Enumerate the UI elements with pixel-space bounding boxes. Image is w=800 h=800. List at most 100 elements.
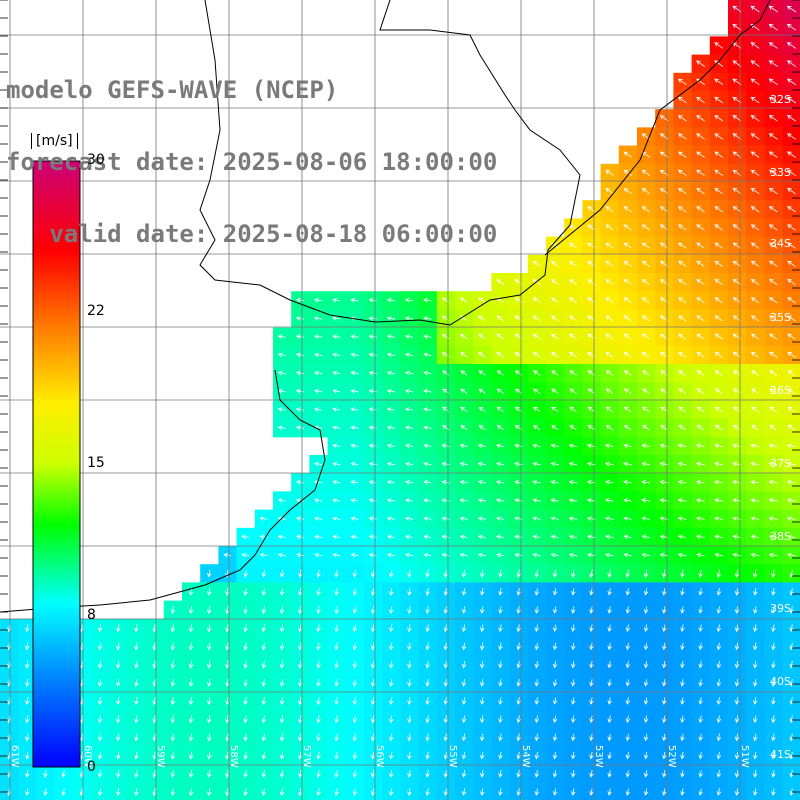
wind-arrow [571,715,576,724]
wind-arrow [552,751,558,760]
wind-speed-cell [782,345,800,365]
wind-arrow [225,733,230,742]
wind-arrow [623,224,632,231]
wind-arrow [532,333,541,340]
wind-arrow [550,516,559,521]
wind-arrow [769,370,778,376]
coastline-argentina [0,369,326,613]
wind-arrow [225,769,230,778]
wind-arrow [459,443,468,449]
wind-arrow [295,389,304,394]
wind-arrow [768,498,778,503]
wind-arrow [787,333,796,340]
wind-arrow [550,333,559,340]
wind-arrow [771,569,776,579]
wind-arrow [753,624,758,633]
wind-arrow [698,751,703,760]
wind-arrow [750,498,760,503]
wind-speed-cell [782,236,800,256]
wind-arrow [733,406,741,413]
wind-arrow [480,751,485,760]
wind-arrow [698,624,703,633]
wind-arrow [623,333,632,340]
wind-arrow [716,788,722,796]
wind-arrow [534,569,540,578]
wind-speed-cell [782,400,800,420]
wind-arrow [498,606,503,614]
wind-arrow [350,352,359,358]
wind-arrow [552,588,558,596]
wind-arrow [734,660,740,669]
wind-arrow [460,425,468,431]
wind-arrow [389,751,394,760]
wind-arrow [495,498,505,503]
wind-arrow [641,534,650,540]
wind-arrow [789,733,794,742]
wind-arrow [750,260,760,267]
wind-arrow [605,552,614,558]
wind-arrow [571,770,576,778]
wind-speed-cell [782,0,800,19]
wind-arrow [605,333,614,340]
wind-arrow [495,480,505,485]
wind-arrow [170,642,176,651]
wind-arrow [116,697,121,706]
wind-arrow [714,552,723,558]
wind-arrow [298,624,303,633]
wind-arrow [97,751,103,760]
wind-arrow [298,733,303,742]
wind-arrow [623,443,632,449]
title-valid-date: valid date: 2025-08-18 06:00:00 [6,220,498,248]
wind-arrow [97,733,103,742]
wind-arrow [751,406,759,413]
wind-arrow [623,279,632,285]
wind-arrow [352,788,358,797]
wind-arrow [352,569,358,578]
wind-arrow [571,642,576,651]
wind-arrow [625,679,631,687]
wind-arrow [768,115,778,122]
wind-arrow [314,407,323,412]
wind-arrow [787,297,796,304]
wind-arrow [641,479,651,485]
wind-arrow [662,588,667,596]
wind-arrow [332,298,341,303]
wind-arrow [787,278,796,286]
wind-arrow [753,733,758,742]
wind-arrow [625,624,631,633]
wind-arrow [662,642,667,651]
wind-arrow [334,769,339,778]
wind-arrow [425,642,430,651]
wind-arrow [43,788,48,797]
wind-arrow [734,624,740,633]
wind-arrow [261,733,267,742]
wind-arrow [716,679,722,687]
wind-arrow [480,606,485,614]
wind-arrow [134,751,139,760]
wind-arrow [423,443,432,449]
wind-arrow [550,443,559,449]
wind-arrow [225,606,230,615]
wind-arrow [552,569,558,578]
wind-arrow [350,498,359,503]
wind-arrow [623,388,632,394]
wind-arrow [188,751,194,760]
wind-arrow [750,133,760,140]
wind-arrow [350,334,359,339]
wind-arrow [370,697,376,706]
wind-speed-cell [782,18,800,37]
wind-arrow [714,187,723,195]
wind-arrow [443,679,449,687]
wind-arrow [478,406,486,413]
wind-arrow [680,606,685,614]
wind-arrow [516,642,521,651]
wind-arrow [696,260,705,267]
wind-arrow [97,678,103,687]
wind-arrow [716,642,722,651]
wind-arrow [496,388,504,394]
wind-arrow [677,78,687,85]
wind-arrow [552,788,558,796]
wind-arrow [698,697,703,705]
wind-arrow [389,788,394,797]
wind-arrow [753,697,758,705]
